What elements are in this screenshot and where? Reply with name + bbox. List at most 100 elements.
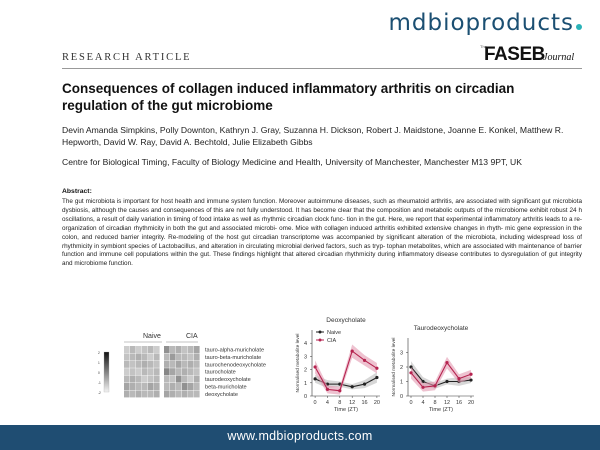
heatmap-cell	[142, 383, 148, 390]
chart-x-tick-label: 4	[326, 400, 329, 406]
journal-name: FASEB	[484, 44, 545, 65]
heatmap-cell	[124, 383, 130, 390]
heatmap-row-label: taurochenodeoxycholate	[205, 362, 266, 368]
chart-y-tick-label: 4	[304, 341, 307, 347]
heatmap-cell	[188, 360, 194, 368]
heatmap-cell	[164, 353, 170, 361]
heatmap-row-label: deoxycholate	[205, 392, 238, 398]
heatmap-cell	[124, 390, 130, 398]
heatmap-cell	[182, 346, 188, 353]
heatmap-row-label: taurodeoxycholate	[205, 377, 251, 383]
heatmap-cell	[130, 368, 136, 376]
heatmap-cell	[182, 390, 188, 398]
heatmap-cell	[176, 346, 182, 353]
heatmap-cell	[136, 360, 142, 368]
chart-y-tick-label: 1	[304, 381, 307, 387]
heatmap-cell	[194, 375, 200, 383]
heatmap-cell	[130, 375, 136, 383]
heatmap-cell	[170, 375, 176, 383]
heatmap-cell	[194, 346, 200, 353]
heatmap-cell	[176, 375, 182, 383]
heatmap-cell	[148, 375, 154, 383]
chart-point-naive	[375, 375, 379, 380]
chart-title: Taurodeoxycholate	[414, 325, 469, 332]
heatmap-scale-tick: 2	[98, 351, 100, 355]
heatmap-row-label: beta-muricholate	[205, 385, 247, 391]
affiliation: Centre for Biological Timing, Faculty of…	[62, 157, 522, 167]
heatmap-cell	[164, 346, 170, 353]
heatmap-cell	[182, 360, 188, 368]
heatmap-cell	[136, 346, 142, 353]
chart-point-cia	[421, 385, 425, 389]
heatmap-cell	[136, 353, 142, 361]
chart-point-naive	[313, 377, 317, 381]
chart-line-cia	[410, 361, 472, 388]
heatmap-cell	[170, 360, 176, 368]
heatmap-cell	[188, 390, 194, 398]
heatmap-cell	[164, 383, 170, 390]
chart-x-label: Time (ZT)	[429, 407, 453, 413]
chart-legend-marker	[318, 338, 322, 342]
chart-line-cia	[314, 350, 378, 392]
chart-point-naive	[350, 385, 354, 389]
chart-point-cia	[469, 372, 473, 376]
chart-x-tick-label: 20	[374, 400, 380, 406]
journal-logo: The FASEB Journal	[480, 44, 580, 68]
heatmap-cell	[142, 346, 148, 353]
heatmap-cell	[130, 383, 136, 390]
chart-y-tick-label: 2	[304, 368, 307, 374]
heatmap-cell	[130, 353, 136, 361]
heatmap-cell	[142, 375, 148, 383]
heatmap-cell	[154, 383, 160, 390]
heatmap-cell	[194, 360, 200, 368]
heatmap-cell	[182, 375, 188, 383]
heatmap-row-label: tauro-alpha-muricholate	[205, 348, 264, 354]
heatmap-scale-tick: 1	[98, 361, 100, 365]
heatmap-cell	[176, 360, 182, 368]
heatmap-cell	[142, 368, 148, 376]
heatmap-scale-tick: -2	[98, 391, 101, 395]
heatmap-cell	[136, 390, 142, 398]
chart-point-cia	[409, 371, 413, 375]
heatmap-cell	[124, 360, 130, 368]
heatmap-cell	[188, 346, 194, 353]
heatmap-group-label-cia: CIA	[186, 333, 198, 340]
heatmap-cell	[154, 368, 160, 376]
heatmap-cell	[182, 353, 188, 361]
heatmap-cell	[176, 383, 182, 390]
heatmap-cell	[194, 353, 200, 361]
heatmap-cell	[148, 346, 154, 353]
footer-url-link[interactable]: www.mdbioproducts.com	[227, 429, 373, 443]
heatmap-cell	[136, 368, 142, 376]
heatmap-cell	[154, 360, 160, 368]
heatmap-cell	[148, 383, 154, 390]
heatmap-cell	[148, 360, 154, 368]
heatmap-cell	[188, 375, 194, 383]
chart-point-naive	[445, 379, 449, 384]
chart-point-cia	[313, 365, 317, 369]
heatmap-cell	[176, 390, 182, 398]
chart-point-cia	[433, 384, 437, 388]
chart-y-tick-label: 0	[304, 394, 307, 400]
heatmap-cell	[194, 390, 200, 398]
heatmap-cell	[148, 353, 154, 361]
heatmap-cell	[194, 368, 200, 376]
chart-legend-marker	[318, 330, 322, 334]
heatmap-cell	[194, 383, 200, 390]
heatmap-cell	[142, 390, 148, 398]
heatmap-cell	[164, 360, 170, 368]
article-type-label: RESEARCH ARTICLE	[62, 52, 192, 63]
heatmap-cell	[164, 368, 170, 376]
chart-point-naive	[469, 378, 473, 382]
chart-point-cia	[362, 358, 367, 362]
heatmap-cell	[188, 383, 194, 390]
chart-x-tick-label: 16	[456, 400, 462, 406]
heatmap-row-label: taurocholate	[205, 370, 236, 376]
chart-point-cia	[350, 349, 354, 353]
journal-the: The	[480, 44, 487, 49]
chart-y-tick-label: 1	[400, 380, 403, 386]
heatmap-cell	[170, 390, 176, 398]
heatmap-cell	[124, 353, 130, 361]
mdbioproducts-logo[interactable]: mdbioproducts	[388, 10, 582, 36]
heatmap-cell	[124, 346, 130, 353]
